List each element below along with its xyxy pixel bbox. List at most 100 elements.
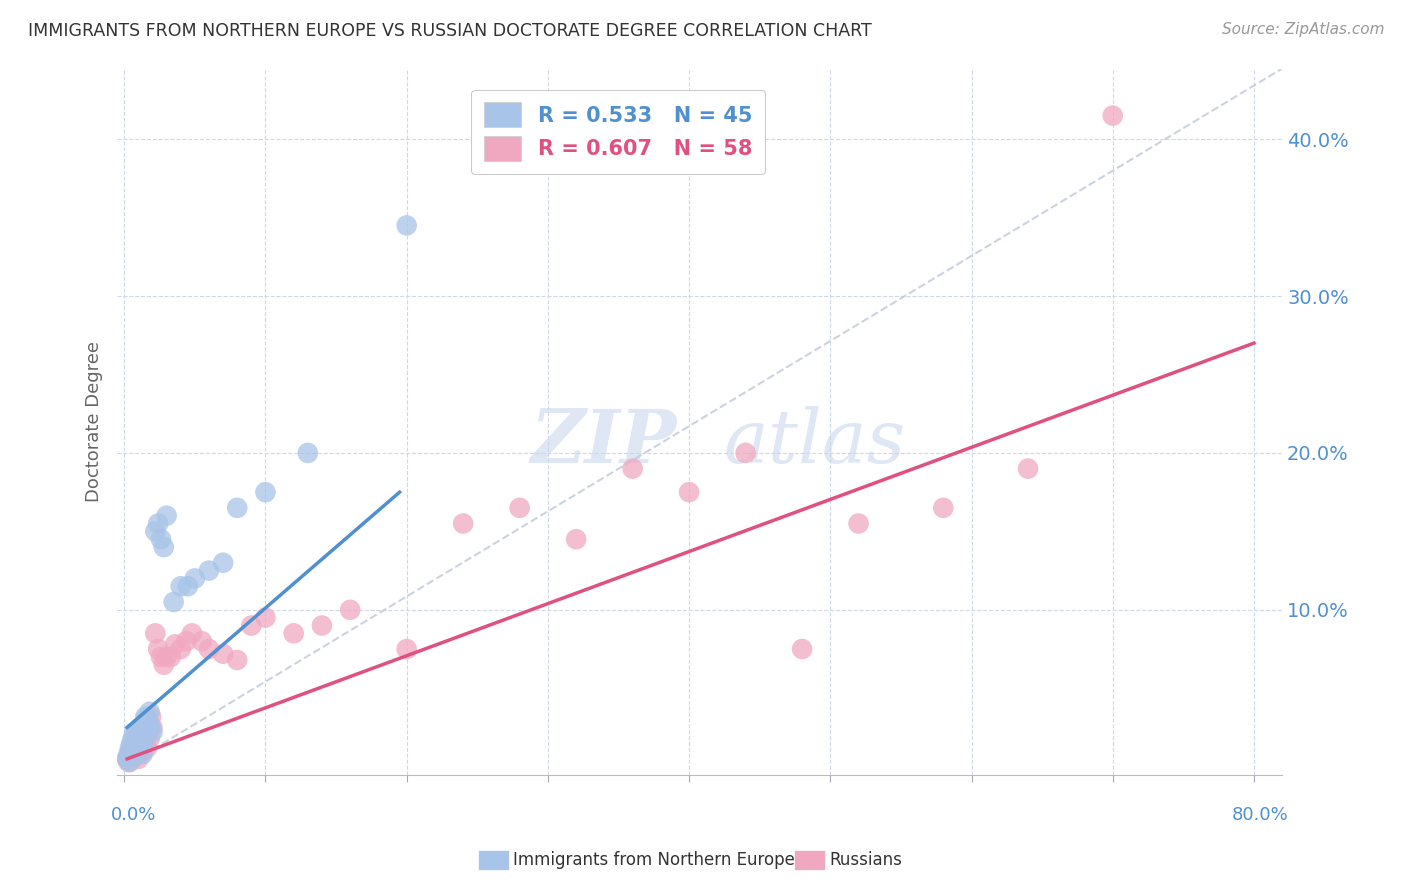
Text: Immigrants from Northern Europe: Immigrants from Northern Europe xyxy=(513,851,794,869)
Point xyxy=(131,747,153,761)
Point xyxy=(127,731,149,746)
Point xyxy=(115,752,138,766)
Point xyxy=(118,755,141,769)
Point xyxy=(156,508,179,523)
Point xyxy=(121,744,143,758)
Point xyxy=(124,734,146,748)
Point xyxy=(621,461,644,475)
Point xyxy=(134,728,156,742)
Point xyxy=(143,524,166,539)
Point xyxy=(125,728,148,742)
Point xyxy=(128,721,150,735)
Point xyxy=(678,485,700,500)
Point xyxy=(212,556,235,570)
Point xyxy=(122,736,145,750)
Point xyxy=(124,744,146,758)
Point xyxy=(143,626,166,640)
Point xyxy=(163,595,186,609)
Point xyxy=(127,744,149,758)
Point xyxy=(135,740,157,755)
Point xyxy=(198,642,221,657)
Point xyxy=(283,626,305,640)
Point xyxy=(165,637,187,651)
Point xyxy=(121,740,143,755)
Point xyxy=(128,740,150,755)
Point xyxy=(240,618,263,632)
Point xyxy=(125,740,148,755)
Text: ZIP: ZIP xyxy=(530,407,676,479)
Point xyxy=(128,736,150,750)
Point xyxy=(932,500,955,515)
Point xyxy=(311,618,333,632)
Text: Source: ZipAtlas.com: Source: ZipAtlas.com xyxy=(1222,22,1385,37)
Point xyxy=(395,642,418,657)
Point xyxy=(297,446,319,460)
Text: atlas: atlas xyxy=(723,407,905,479)
Point xyxy=(509,500,531,515)
Point xyxy=(146,516,169,531)
Legend: R = 0.533   N = 45, R = 0.607   N = 58: R = 0.533 N = 45, R = 0.607 N = 58 xyxy=(471,89,765,174)
Point xyxy=(152,540,174,554)
Point xyxy=(734,446,756,460)
Point xyxy=(451,516,474,531)
Point xyxy=(170,579,193,593)
Point xyxy=(139,709,162,723)
Point xyxy=(121,731,143,746)
Text: 80.0%: 80.0% xyxy=(1232,806,1288,824)
Point xyxy=(790,642,813,657)
Point xyxy=(129,731,152,746)
Point xyxy=(226,500,249,515)
Point xyxy=(212,647,235,661)
Point xyxy=(120,744,142,758)
Point xyxy=(132,734,155,748)
Point xyxy=(121,747,143,761)
Point xyxy=(124,731,146,746)
Point xyxy=(131,744,153,758)
Point xyxy=(138,705,160,719)
Point xyxy=(170,642,193,657)
Point xyxy=(395,219,418,233)
Point xyxy=(848,516,870,531)
Point xyxy=(132,736,155,750)
Point xyxy=(125,747,148,761)
Point xyxy=(117,747,139,761)
Point xyxy=(141,721,163,735)
Point xyxy=(149,533,172,547)
Point xyxy=(120,750,142,764)
Point xyxy=(226,653,249,667)
Point xyxy=(176,634,198,648)
Point xyxy=(120,748,142,763)
Point xyxy=(254,485,277,500)
Point xyxy=(122,750,145,764)
Point xyxy=(122,747,145,761)
Point xyxy=(156,649,179,664)
Point xyxy=(134,713,156,727)
Point xyxy=(122,725,145,739)
Point xyxy=(139,721,162,735)
Point xyxy=(124,744,146,758)
Point xyxy=(565,533,588,547)
Point xyxy=(191,634,214,648)
Point xyxy=(1101,109,1123,123)
Point xyxy=(177,579,200,593)
Point xyxy=(141,725,163,739)
Point xyxy=(134,709,156,723)
Point xyxy=(118,747,141,761)
Point xyxy=(125,740,148,755)
Point xyxy=(339,603,361,617)
Point xyxy=(134,728,156,742)
Point xyxy=(115,752,138,766)
Text: Russians: Russians xyxy=(830,851,903,869)
Point xyxy=(149,649,172,664)
Point xyxy=(135,713,157,727)
Point xyxy=(120,736,142,750)
Point xyxy=(198,564,221,578)
Point xyxy=(254,610,277,624)
Point xyxy=(136,721,159,735)
Point xyxy=(117,755,139,769)
Point xyxy=(181,626,204,640)
Text: 0.0%: 0.0% xyxy=(111,806,156,824)
Point xyxy=(127,752,149,766)
Point xyxy=(118,740,141,755)
Text: IMMIGRANTS FROM NORTHERN EUROPE VS RUSSIAN DOCTORATE DEGREE CORRELATION CHART: IMMIGRANTS FROM NORTHERN EUROPE VS RUSSI… xyxy=(28,22,872,40)
